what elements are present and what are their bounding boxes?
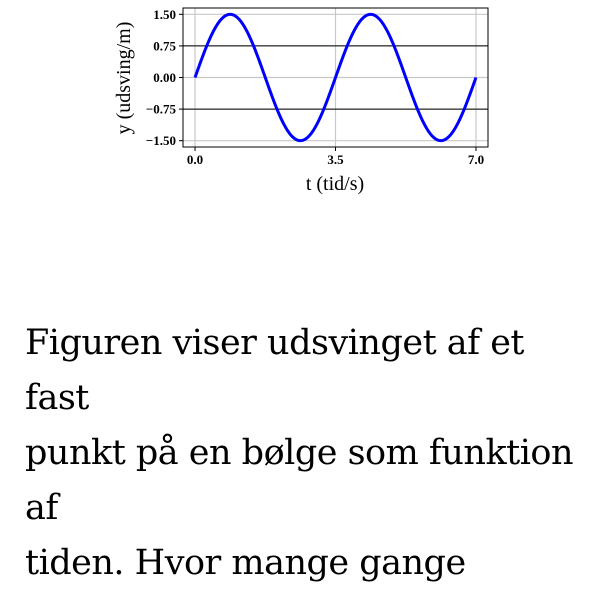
series-line — [193, 12, 478, 143]
y-tick-label: −1.50 — [146, 133, 176, 148]
series-layer — [193, 12, 478, 143]
y-axis-label: y (udsving/m) — [113, 22, 135, 135]
reference-lines — [183, 45, 488, 110]
question-text: Figuren viser udsvinget af et fast punkt… — [25, 323, 574, 600]
x-tick-label: 3.5 — [327, 152, 344, 167]
y-tick-label: 0.75 — [153, 38, 176, 53]
x-tick-label: 0.0 — [187, 152, 203, 167]
x-axis-label: t (tid/s) — [306, 173, 364, 195]
y-axis-ticks: 1.50 0.75 0.00 −0.75 −1.50 — [146, 7, 183, 148]
x-axis-ticks: 0.0 3.5 7.0 — [187, 147, 484, 167]
y-tick-label: −0.75 — [146, 102, 177, 117]
x-tick-label: 7.0 — [468, 152, 484, 167]
y-tick-label: 1.50 — [153, 7, 176, 22]
chart: 0.0 3.5 7.0 1.50 0.75 0.00 −0.75 −1.50 t (tid/… — [0, 0, 600, 210]
y-tick-label: 0.00 — [153, 70, 176, 85]
line-chart: 0.0 3.5 7.0 1.50 0.75 0.00 −0.75 −1.50 t (tid/… — [113, 7, 489, 195]
